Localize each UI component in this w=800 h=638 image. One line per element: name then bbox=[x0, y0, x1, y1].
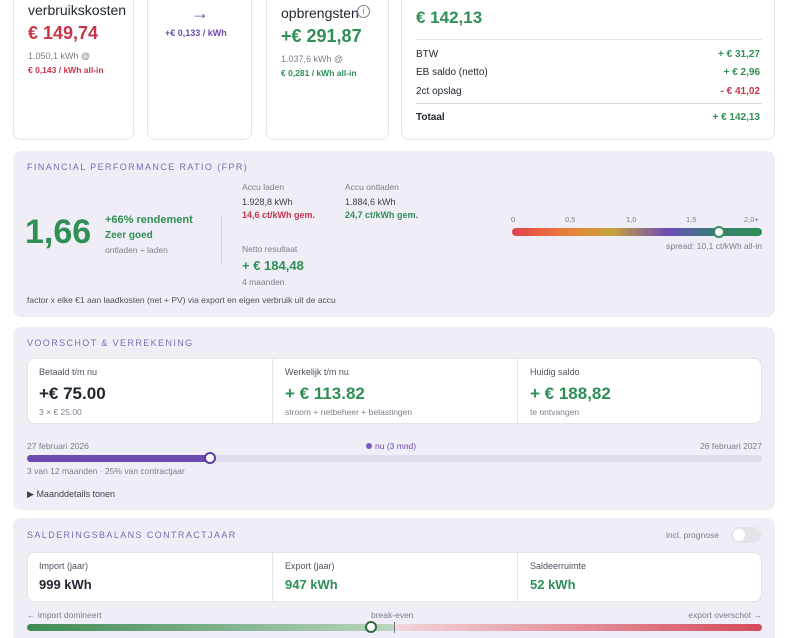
fpr-title: FINANCIAL PERFORMANCE RATIO (FPR) bbox=[27, 162, 249, 172]
balance-value: + € 188,82 bbox=[530, 384, 611, 403]
actual-sub: stroom + netbeheer + belastingen bbox=[285, 407, 413, 417]
scale-middle: break-even bbox=[371, 610, 414, 620]
summary-row-value: - € 41,02 bbox=[720, 86, 760, 97]
voorschot-stats: Betaald t/m nu +€ 75.00 3 × € 25.00 Werk… bbox=[27, 358, 762, 424]
cost-rate: € 0,143 / kWh all-in bbox=[28, 65, 104, 75]
netto-value: + € 184,48 bbox=[242, 258, 304, 273]
export-value: 947 kWh bbox=[285, 577, 338, 592]
triangle-right-icon: ▶ bbox=[27, 489, 34, 499]
actual-value: + € 113.82 bbox=[285, 384, 365, 403]
summary-row-label: EB saldo (netto) bbox=[416, 67, 488, 78]
accu-ontladen-rate: 24,7 ct/kWh gem. bbox=[345, 210, 419, 220]
timeline-start: 27 februari 2026 bbox=[27, 441, 89, 451]
timeline-now: nu (3 mnd) bbox=[375, 441, 417, 451]
summary-total-label: Totaal bbox=[416, 112, 445, 123]
summary-card: € 142,13 BTW + € 31,27 EB saldo (netto) … bbox=[401, 0, 775, 140]
balance-import-side bbox=[27, 624, 395, 631]
arrow-right-icon: → bbox=[191, 3, 209, 23]
room-label: Saldeerruimte bbox=[530, 561, 587, 571]
gauge-tick: 1,0 bbox=[626, 215, 637, 224]
fpr-gauge-marker bbox=[712, 226, 725, 238]
paid-value: +€ 75.00 bbox=[39, 384, 106, 403]
fpr-rendement: +66% rendement bbox=[105, 214, 193, 226]
scale-right: export overschot → bbox=[688, 610, 762, 620]
info-icon[interactable]: i bbox=[357, 5, 370, 18]
actual-label: Werkelijk t/m nu bbox=[285, 367, 349, 377]
fpr-panel: FINANCIAL PERFORMANCE RATIO (FPR) 1,66 +… bbox=[13, 151, 775, 317]
accu-laden-kwh: 1.928,8 kWh bbox=[242, 197, 293, 207]
revenue-kwh: 1.037,6 kWh @ bbox=[281, 54, 344, 64]
summary-total-value: + € 142,13 bbox=[712, 112, 760, 123]
divider bbox=[517, 553, 518, 601]
gauge-tick: 0 bbox=[511, 215, 516, 224]
details-toggle[interactable]: ▶ Maanddetails tonen bbox=[27, 489, 115, 500]
saldering-title: SALDERINGSBALANS CONTRACTJAAR bbox=[27, 530, 237, 540]
import-label: Import (jaar) bbox=[39, 561, 89, 571]
divider bbox=[517, 359, 518, 423]
revenue-card: opbrengsten i +€ 291,87 1.037,6 kWh @ € … bbox=[266, 0, 389, 140]
netto-period: 4 maanden bbox=[242, 277, 285, 287]
prognose-toggle[interactable] bbox=[731, 527, 761, 543]
divider bbox=[272, 553, 273, 601]
accu-ontladen-label: Accu ontladen bbox=[345, 182, 399, 192]
cost-amount: € 149,74 bbox=[28, 23, 99, 43]
gauge-tick: 0,5 bbox=[565, 215, 576, 224]
difference-value: +€ 0,133 / kWh bbox=[165, 28, 227, 38]
accu-ontladen-kwh: 1.884,6 kWh bbox=[345, 197, 396, 207]
netto-label: Netto resultaat bbox=[242, 244, 298, 254]
balance-marker bbox=[365, 621, 378, 633]
paid-sub: 3 × € 25.00 bbox=[39, 407, 82, 417]
revenue-title: opbrengsten bbox=[281, 5, 359, 21]
export-label: Export (jaar) bbox=[285, 561, 335, 571]
voorschot-title: VOORSCHOT & VERREKENING bbox=[27, 338, 194, 348]
saldering-panel: SALDERINGSBALANS CONTRACTJAAR incl. prog… bbox=[13, 518, 775, 638]
summary-row-label: BTW bbox=[416, 49, 439, 60]
timeline-end: 26 februari 2027 bbox=[700, 441, 762, 451]
divider bbox=[416, 39, 762, 40]
balance-label: Huidig saldo bbox=[530, 367, 580, 377]
import-value: 999 kWh bbox=[39, 577, 92, 592]
fpr-formula: ontladen ÷ laden bbox=[105, 245, 168, 255]
prognose-label: incl. prognose bbox=[666, 530, 719, 540]
room-value: 52 kWh bbox=[530, 577, 576, 592]
saldering-stats: Import (jaar) 999 kWh Export (jaar) 947 … bbox=[27, 552, 762, 602]
summary-total-big: € 142,13 bbox=[416, 8, 483, 27]
scale-left: ← import domineert bbox=[27, 610, 102, 620]
gauge-tick: 2,0+ bbox=[744, 215, 759, 224]
timeline-now-dot bbox=[366, 443, 372, 449]
voorschot-panel: VOORSCHOT & VERREKENING Betaald t/m nu +… bbox=[13, 327, 775, 510]
timeline-summary: 3 van 12 maanden · 25% van contractjaar bbox=[27, 466, 185, 476]
divider bbox=[272, 359, 273, 423]
accu-laden-rate: 14,6 ct/kWh gem. bbox=[242, 210, 316, 220]
summary-row-label: 2ct opslag bbox=[416, 86, 462, 97]
balance-export-side bbox=[395, 624, 762, 631]
difference-card: → +€ 0,133 / kWh bbox=[147, 0, 252, 140]
gauge-spread: spread: 10,1 ct/kWh all-in bbox=[666, 241, 762, 251]
cost-kwh: 1.050,1 kWh @ bbox=[28, 51, 91, 61]
timeline-fill bbox=[27, 455, 211, 462]
paid-label: Betaald t/m nu bbox=[39, 367, 98, 377]
cost-title: verbruikskosten bbox=[28, 2, 127, 18]
fpr-footnote: factor x elke €1 aan laadkosten (net + P… bbox=[27, 295, 336, 305]
revenue-rate: € 0,281 / kWh all-in bbox=[281, 68, 357, 78]
summary-row-value: + € 2,96 bbox=[723, 67, 760, 78]
gauge-tick: 1,5 bbox=[686, 215, 697, 224]
timeline-track bbox=[27, 455, 762, 462]
summary-row-value: + € 31,27 bbox=[718, 49, 760, 60]
fpr-ratio: 1,66 bbox=[25, 213, 92, 251]
divider bbox=[221, 217, 222, 265]
accu-laden-label: Accu laden bbox=[242, 182, 285, 192]
break-even-tick bbox=[394, 622, 395, 633]
cost-card: verbruikskosten € 149,74 1.050,1 kWh @ €… bbox=[13, 0, 134, 140]
fpr-gauge bbox=[512, 228, 762, 236]
timeline-marker bbox=[203, 452, 216, 464]
revenue-amount: +€ 291,87 bbox=[281, 26, 362, 46]
balance-sub: te ontvangen bbox=[530, 407, 580, 417]
details-toggle-label: Maanddetails tonen bbox=[36, 489, 115, 499]
fpr-quality: Zeer goed bbox=[105, 230, 153, 241]
divider bbox=[416, 103, 762, 104]
